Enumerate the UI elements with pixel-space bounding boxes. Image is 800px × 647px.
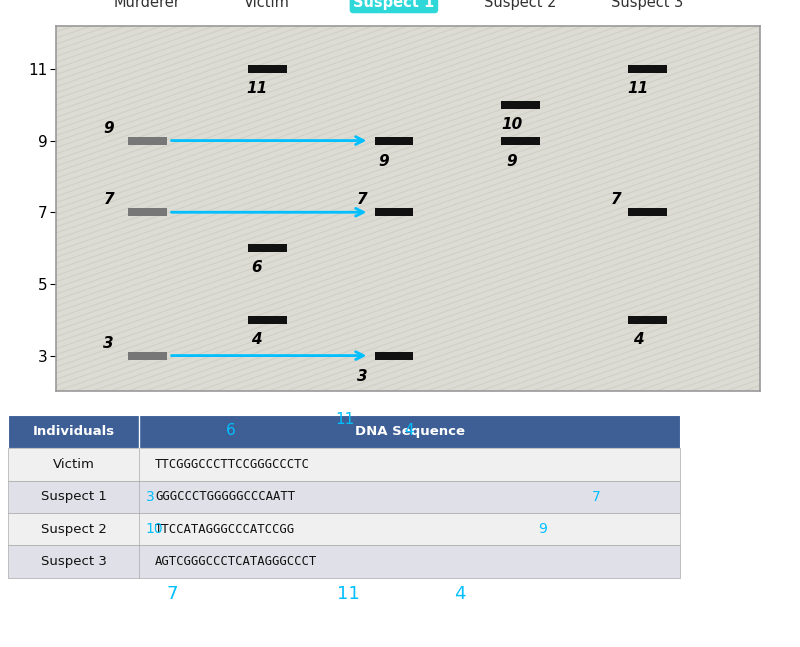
Text: Suspect 3: Suspect 3 [41,555,106,568]
Text: DNA Sequence: DNA Sequence [354,425,465,438]
Text: Individuals: Individuals [33,425,114,438]
Text: Suspect 1: Suspect 1 [41,490,106,503]
Text: 3: 3 [146,490,154,504]
Text: Victim: Victim [244,0,290,10]
Text: 7: 7 [357,192,367,207]
Bar [502,137,540,144]
Bar [8,481,680,513]
Text: 4: 4 [454,586,466,604]
Text: Victim: Victim [53,458,94,471]
Bar [128,137,167,144]
Text: 11: 11 [627,81,649,96]
Text: 9: 9 [506,154,517,169]
Text: AGTCGGGCCCTCATAGGGCCCT: AGTCGGGCCCTCATAGGGCCCT [155,555,318,568]
Text: Suspect 2: Suspect 2 [484,0,557,10]
Bar [8,415,680,448]
Bar [502,101,540,109]
Text: Suspect 1: Suspect 1 [354,0,434,10]
Bar [628,65,666,73]
Bar [628,208,666,216]
Text: 6: 6 [226,423,236,438]
Bar [8,545,680,578]
Text: 9: 9 [103,120,114,135]
Bar [248,244,286,252]
Text: Murderer: Murderer [114,0,181,10]
Text: 7: 7 [592,490,600,504]
Text: 9: 9 [378,154,389,169]
Bar [8,513,680,545]
Text: 4: 4 [251,332,262,347]
Bar [374,352,414,360]
Text: 6: 6 [251,260,262,275]
Text: TTCCATAGGGCCCATCCGG: TTCCATAGGGCCCATCCGG [155,523,295,536]
Text: 11: 11 [246,81,267,96]
Text: 7: 7 [103,192,114,207]
Text: 7: 7 [166,586,178,604]
Bar [8,448,680,481]
Text: 3: 3 [357,369,367,384]
Text: 7: 7 [610,192,621,207]
Bar [128,208,167,216]
Text: 11: 11 [335,412,354,427]
Text: 4: 4 [405,423,414,438]
Text: TTCGGGCCCTTCCGGGCCCTC: TTCGGGCCCTTCCGGGCCCTC [155,458,310,471]
Text: Suspect 3: Suspect 3 [611,0,683,10]
Bar [374,208,414,216]
Text: 10: 10 [501,117,522,132]
Bar [248,65,286,73]
Text: 11: 11 [337,586,359,604]
Text: GGGCCCTGGGGGCCCAATT: GGGCCCTGGGGGCCCAATT [155,490,295,503]
Text: Suspect 2: Suspect 2 [41,523,106,536]
Bar [374,137,414,144]
Text: 3: 3 [103,336,114,351]
Text: 4: 4 [633,332,643,347]
Text: 9: 9 [538,522,546,536]
Bar [248,316,286,324]
Bar [628,316,666,324]
Text: 10: 10 [146,522,163,536]
Bar [128,352,167,360]
